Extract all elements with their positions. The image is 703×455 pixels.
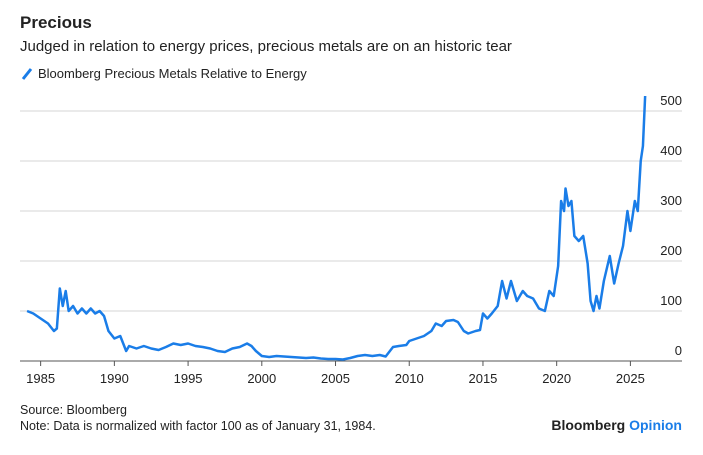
- source: Source: Bloomberg: [20, 403, 127, 417]
- x-tick-label: 1990: [100, 371, 129, 386]
- x-tick-label: 2000: [247, 371, 276, 386]
- legend-swatch: [21, 68, 33, 80]
- legend-label: Bloomberg Precious Metals Relative to En…: [38, 66, 307, 81]
- x-tick-label: 2025: [616, 371, 645, 386]
- y-tick-label: 500: [660, 93, 682, 108]
- brand-name: Bloomberg: [551, 417, 625, 433]
- x-tick-label: 2005: [321, 371, 350, 386]
- y-tick-label: 200: [660, 243, 682, 258]
- y-tick-label: 100: [660, 293, 682, 308]
- x-tick-label: 2010: [395, 371, 424, 386]
- x-tick-label: 1995: [174, 371, 203, 386]
- chart-subtitle: Judged in relation to energy prices, pre…: [20, 38, 512, 55]
- y-tick-label: 0: [675, 343, 682, 358]
- chart-title: Precious: [20, 13, 92, 32]
- x-tick-label: 1985: [26, 371, 55, 386]
- brand-suffix: Opinion: [629, 417, 682, 433]
- x-tick-label: 2020: [542, 371, 571, 386]
- x-tick-label: 2015: [468, 371, 497, 386]
- note: Note: Data is normalized with factor 100…: [20, 419, 376, 433]
- y-tick-label: 300: [660, 193, 682, 208]
- brand: Bloomberg Opinion: [551, 417, 682, 433]
- series-line: [26, 95, 647, 361]
- y-tick-label: 400: [660, 143, 682, 158]
